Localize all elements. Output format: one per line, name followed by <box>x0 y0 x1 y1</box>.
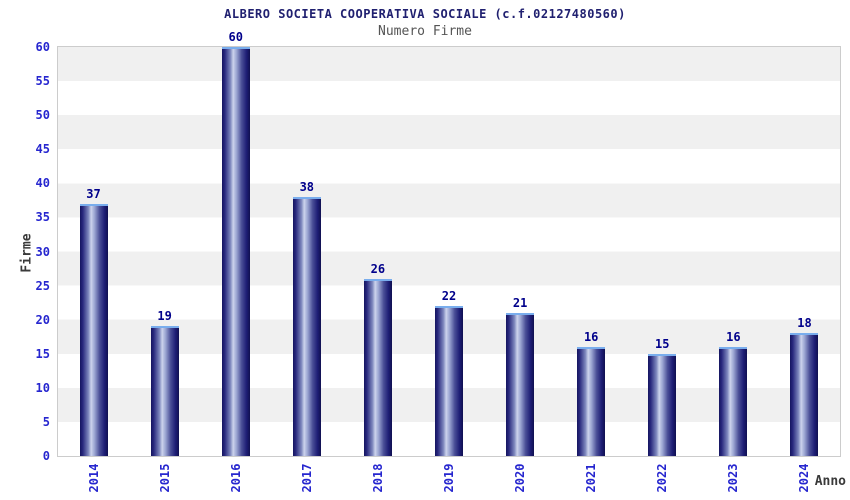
x-tick-label: 2015 <box>157 463 172 493</box>
bar <box>150 326 179 456</box>
bar <box>577 346 606 456</box>
x-tick-label: 2019 <box>442 463 456 493</box>
x-tick-label: 2021 <box>584 463 599 493</box>
bar-value-label: 18 <box>797 316 812 331</box>
bar-value-label: 38 <box>299 179 315 194</box>
bar <box>648 353 677 456</box>
x-tick-label: 2022 <box>655 463 670 493</box>
x-tick-label: 2020 <box>513 463 528 493</box>
bar-value-label: 22 <box>441 289 457 304</box>
y-tick-label: 10 <box>35 380 50 395</box>
bar-value-label: 16 <box>583 329 599 344</box>
bar-value-label: 26 <box>370 261 386 276</box>
bar-value-label: 16 <box>726 329 741 344</box>
bar <box>435 306 463 456</box>
y-tick-label: 55 <box>35 74 50 89</box>
x-tick-label: 2018 <box>370 463 385 493</box>
chart-subtitle: Numero Firme <box>378 24 472 39</box>
y-tick-label: 20 <box>35 312 50 327</box>
y-tick-label: 50 <box>35 108 50 123</box>
x-tick-label: 2017 <box>299 463 314 493</box>
bar-value-label: 21 <box>512 295 528 310</box>
x-tick-label: 2023 <box>726 463 741 493</box>
chart-title: ALBERO SOCIETA COOPERATIVA SOCIALE (c.f.… <box>224 7 626 21</box>
bar-value-label: 15 <box>655 336 670 351</box>
bar <box>79 203 108 456</box>
bar-value-label: 19 <box>157 309 172 324</box>
plot-area <box>57 46 841 457</box>
bar <box>363 278 392 456</box>
bar <box>221 47 250 456</box>
x-tick-label: 2024 <box>797 463 812 493</box>
bar <box>506 312 535 456</box>
x-tick-label: 2014 <box>86 463 101 493</box>
y-tick-label: 0 <box>42 449 50 463</box>
bar-value-label: 37 <box>86 186 101 201</box>
bar <box>719 346 748 456</box>
y-tick-label: 5 <box>42 414 50 429</box>
bar <box>790 333 819 456</box>
bar-value-label: 60 <box>228 30 243 44</box>
y-tick-label: 60 <box>35 40 50 54</box>
x-tick-label: 2016 <box>228 463 243 493</box>
y-tick-label: 35 <box>35 210 50 225</box>
y-tick-label: 30 <box>35 244 50 259</box>
y-tick-label: 40 <box>35 176 50 191</box>
y-tick-label: 45 <box>35 142 50 157</box>
y-tick-label: 25 <box>35 278 50 293</box>
x-axis-label: Anno <box>814 474 846 489</box>
bar <box>292 196 321 456</box>
y-tick-label: 15 <box>35 346 50 361</box>
